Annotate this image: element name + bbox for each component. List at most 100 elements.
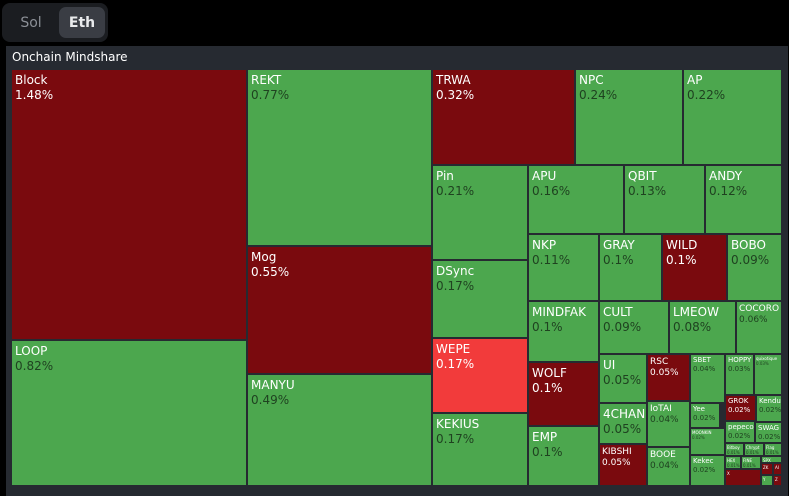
- eth-toggle-button[interactable]: Eth: [59, 7, 105, 38]
- tile-value: 0.02%: [693, 414, 716, 422]
- tile-x[interactable]: X: [725, 469, 761, 486]
- tile-hoppy[interactable]: HOPPY 0.03%: [725, 354, 754, 395]
- tile-value: 0.05%: [603, 422, 642, 436]
- tile-sbet[interactable]: SBET 0.04%: [690, 354, 725, 403]
- tile-value: 0.08%: [673, 320, 712, 334]
- tile-value: 0.01%: [746, 450, 759, 455]
- tile-value: 0.09%: [603, 320, 642, 334]
- tile-value: 0.04%: [650, 415, 679, 425]
- tile-name: MANYU: [251, 378, 295, 392]
- tile-dsync[interactable]: DSync 0.17%: [432, 260, 528, 338]
- tile-name: CULT: [603, 305, 633, 319]
- tile-name: BOOE: [650, 450, 676, 460]
- tile-name: X: [727, 471, 730, 476]
- tile-wolf[interactable]: WOLF 0.1%: [528, 362, 599, 426]
- tile-hex[interactable]: HEX 0.01%: [725, 456, 741, 469]
- tile-yee[interactable]: Yee 0.02%: [690, 403, 720, 428]
- tile-zk[interactable]: ZK: [761, 463, 773, 475]
- tile-chrypt[interactable]: Chrypt 0.01%: [744, 443, 764, 456]
- tile-name: SWAG: [758, 424, 780, 432]
- tile-cult[interactable]: CULT 0.09%: [599, 301, 669, 354]
- tile-spx[interactable]: SPX0.01%: [761, 456, 782, 463]
- tile-name: AP: [687, 73, 703, 87]
- tile-mindfak[interactable]: MINDFAK 0.1%: [528, 301, 599, 362]
- tile-name: Z: [775, 477, 778, 482]
- tile-value: 0.02%: [728, 432, 751, 440]
- tile-wepe[interactable]: WEPE 0.17%: [432, 338, 528, 413]
- tile-value: 0.17%: [436, 357, 475, 371]
- tile-value: 0.03%: [756, 361, 769, 366]
- tile-value: 0.01%: [727, 463, 740, 468]
- tile-cocoro[interactable]: COCORO 0.06%: [736, 301, 782, 354]
- tile-ap[interactable]: AP 0.22%: [683, 69, 782, 165]
- panel-title: Onchain Mindshare: [12, 50, 128, 64]
- tile-value: 0.1%: [666, 253, 697, 267]
- tile-trwa[interactable]: TRWA 0.32%: [432, 69, 575, 165]
- mindshare-panel: Onchain Mindshare Block 1.48% LOOP 0.82% REK…: [6, 46, 788, 496]
- tile-4chan[interactable]: 4CHAN 0.05%: [599, 403, 647, 444]
- tile-nkp[interactable]: NKP 0.11%: [528, 234, 599, 301]
- tile-name: IoTAI: [650, 404, 672, 414]
- tile-lmeow[interactable]: LMEOW 0.08%: [669, 301, 736, 354]
- tile-gray[interactable]: GRAY 0.1%: [599, 234, 662, 301]
- tile-qbit[interactable]: QBIT 0.13%: [624, 165, 705, 234]
- tile-name: EMP: [532, 430, 558, 444]
- tile-rsc[interactable]: RSC 0.05%: [647, 354, 690, 401]
- tile-value: 0.05%: [602, 458, 631, 468]
- tile-booe[interactable]: BOOE 0.04%: [647, 447, 690, 486]
- tile-rekt[interactable]: REKT 0.77%: [247, 69, 432, 246]
- tile-value: 0.02%: [728, 406, 751, 414]
- tile-value: 0.11%: [532, 253, 571, 267]
- tile-apu[interactable]: APU 0.16%: [528, 165, 624, 234]
- tile-wild[interactable]: WILD 0.1%: [662, 234, 727, 301]
- tile-kibshi[interactable]: KIBSHI 0.05%: [599, 444, 647, 486]
- tile-quixotique[interactable]: quixotique 0.03%: [754, 354, 782, 395]
- tile-z[interactable]: Z: [773, 475, 782, 486]
- tile-kekius[interactable]: KEKIUS 0.17%: [432, 413, 528, 486]
- tile-value: 0.04%: [693, 365, 716, 373]
- tile-swag[interactable]: SWAG 0.02%: [755, 422, 782, 443]
- tile-block[interactable]: Block 1.48%: [11, 69, 247, 340]
- tile-grok[interactable]: GROK 0.02%: [725, 395, 756, 421]
- tile-kendu[interactable]: Kendu 0.02%: [756, 395, 782, 422]
- tile-npc[interactable]: NPC 0.24%: [575, 69, 683, 165]
- tile-name: pepecoin: [728, 423, 754, 431]
- sol-toggle-button[interactable]: Sol: [20, 14, 42, 31]
- tile-ai[interactable]: AI: [773, 463, 782, 475]
- tile-moonkin[interactable]: MOONKIN 0.02%: [690, 428, 725, 455]
- tile-value: 1.48%: [15, 88, 54, 102]
- tile-value: 0.12%: [709, 184, 748, 198]
- tile-bitboy[interactable]: Bitboy 0.01%: [725, 443, 744, 456]
- tile-value: 0.55%: [251, 265, 290, 279]
- tile-name: AI: [775, 465, 779, 470]
- tile-mog[interactable]: Mog 0.55%: [247, 246, 432, 374]
- tile-pepecoin[interactable]: pepecoin0.02%: [725, 421, 755, 443]
- tile-andy[interactable]: ANDY 0.12%: [705, 165, 782, 234]
- tile-value: 0.02%: [758, 433, 781, 441]
- tile-kekec[interactable]: Kekec 0.02%: [690, 455, 725, 486]
- tile-value: 0.01%: [727, 450, 740, 455]
- tile-name: ZK: [763, 465, 769, 470]
- tile-name: Block: [15, 73, 48, 87]
- tile-loop[interactable]: LOOP 0.82%: [11, 340, 247, 486]
- tile-manyu[interactable]: MANYU 0.49%: [247, 374, 432, 486]
- tile-iotai[interactable]: IoTAI 0.04%: [647, 401, 690, 447]
- tile-name: FINE: [743, 458, 752, 463]
- tile-bobo[interactable]: BOBO 0.09%: [727, 234, 782, 301]
- tile-name: KIBSHI: [602, 447, 632, 457]
- tile-name: WEPE: [436, 342, 471, 356]
- tile-name: TRWA: [436, 73, 471, 87]
- tile-flag[interactable]: Flag 0.01%: [764, 443, 782, 456]
- tile-emp[interactable]: EMP 0.1%: [528, 426, 599, 486]
- tile-value: 0.05%: [650, 368, 679, 378]
- tile-pin[interactable]: Pin 0.21%: [432, 165, 528, 260]
- tile-y[interactable]: Y: [761, 475, 773, 486]
- tile-name: BOBO: [731, 238, 766, 252]
- chain-toggle: Sol Eth: [2, 3, 108, 42]
- tile-fine[interactable]: FINE 0.01%: [741, 456, 761, 469]
- tile-name: UI: [603, 358, 616, 372]
- tile-name: Flag: [766, 445, 775, 450]
- tile-name: Kekec: [693, 457, 714, 465]
- tile-ui[interactable]: UI 0.05%: [599, 354, 647, 403]
- tile-name: MOONKIN: [692, 430, 712, 435]
